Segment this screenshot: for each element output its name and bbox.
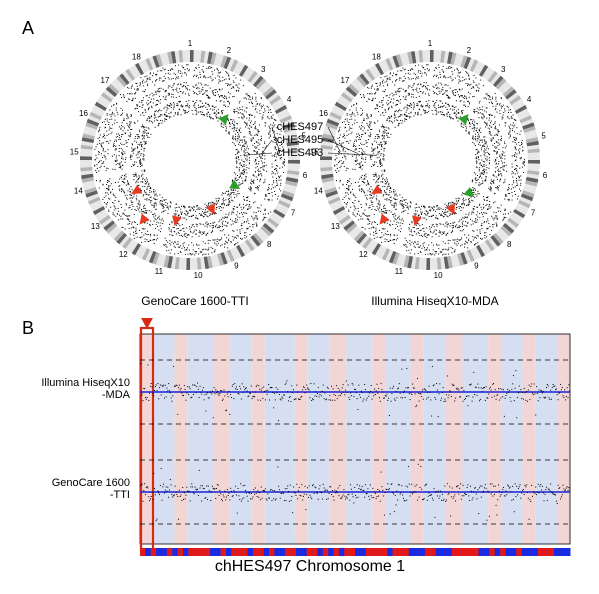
svg-text:1: 1 [188, 39, 193, 48]
cnv-band [213, 334, 230, 544]
svg-text:14: 14 [74, 187, 83, 196]
svg-text:8: 8 [267, 240, 272, 249]
cnv-band [187, 334, 213, 544]
cnv-band [463, 334, 489, 544]
cnv-band [523, 334, 536, 544]
svg-text:2: 2 [227, 46, 232, 55]
svg-text:14: 14 [314, 187, 323, 196]
cnv-band [501, 334, 523, 544]
track-label: -MDA [102, 389, 131, 401]
svg-text:12: 12 [359, 250, 368, 259]
svg-text:4: 4 [527, 95, 532, 104]
cnv-band [230, 334, 252, 544]
panel-a-svg: 1234567891011121314151617181234567891011… [0, 0, 599, 310]
figure-page: A B 123456789101112131415161718123456789… [0, 0, 599, 586]
svg-text:16: 16 [319, 109, 328, 118]
svg-text:3: 3 [261, 65, 266, 74]
cnv-band [346, 334, 372, 544]
cnv-band [153, 334, 175, 544]
svg-text:7: 7 [531, 208, 536, 217]
svg-text:10: 10 [194, 271, 203, 280]
cnv-band [385, 334, 411, 544]
svg-text:2: 2 [467, 46, 472, 55]
cnv-band [424, 334, 446, 544]
svg-text:7: 7 [291, 208, 296, 217]
svg-text:18: 18 [372, 52, 381, 61]
svg-text:17: 17 [341, 76, 350, 85]
svg-text:10: 10 [434, 271, 443, 280]
svg-text:16: 16 [79, 109, 88, 118]
panel-b-title: chHES497 Chromosome 1 [180, 558, 440, 576]
cnv-band [488, 334, 501, 544]
svg-text:6: 6 [543, 171, 548, 180]
cnv-band [252, 334, 265, 544]
cnv-band [536, 334, 558, 544]
cnv-band [557, 334, 570, 544]
panel-b-svg: Illumina HiseqX10-MDA GenoCare 1600-TTI [0, 318, 599, 594]
svg-text:13: 13 [331, 222, 340, 231]
track-label: GenoCare 1600 [52, 477, 130, 489]
cnv-band [411, 334, 424, 544]
svg-text:11: 11 [395, 267, 404, 276]
caption-right: Illumina HiseqX10-MDA [340, 294, 530, 308]
svg-text:18: 18 [132, 52, 141, 61]
svg-text:12: 12 [119, 250, 128, 259]
track-label: Illumina HiseqX10 [41, 377, 130, 389]
svg-text:17: 17 [101, 76, 110, 85]
svg-text:13: 13 [91, 222, 100, 231]
svg-text:11: 11 [155, 267, 164, 276]
svg-text:9: 9 [234, 261, 239, 270]
svg-text:6: 6 [303, 171, 308, 180]
svg-text:4: 4 [287, 95, 292, 104]
cnv-band [372, 334, 385, 544]
svg-text:9: 9 [474, 261, 479, 270]
cnv-band [295, 334, 308, 544]
svg-text:15: 15 [70, 147, 79, 156]
caption-left: GenoCare 1600-TTI [110, 294, 280, 308]
cnv-band [445, 334, 462, 544]
track-label: -TTI [110, 489, 130, 501]
cnv-band [265, 334, 295, 544]
cnv-band [308, 334, 330, 544]
svg-text:1: 1 [428, 39, 433, 48]
svg-text:5: 5 [541, 131, 546, 140]
svg-text:8: 8 [507, 240, 512, 249]
cnv-band [329, 334, 346, 544]
cnv-band [174, 334, 187, 544]
svg-text:3: 3 [501, 65, 506, 74]
